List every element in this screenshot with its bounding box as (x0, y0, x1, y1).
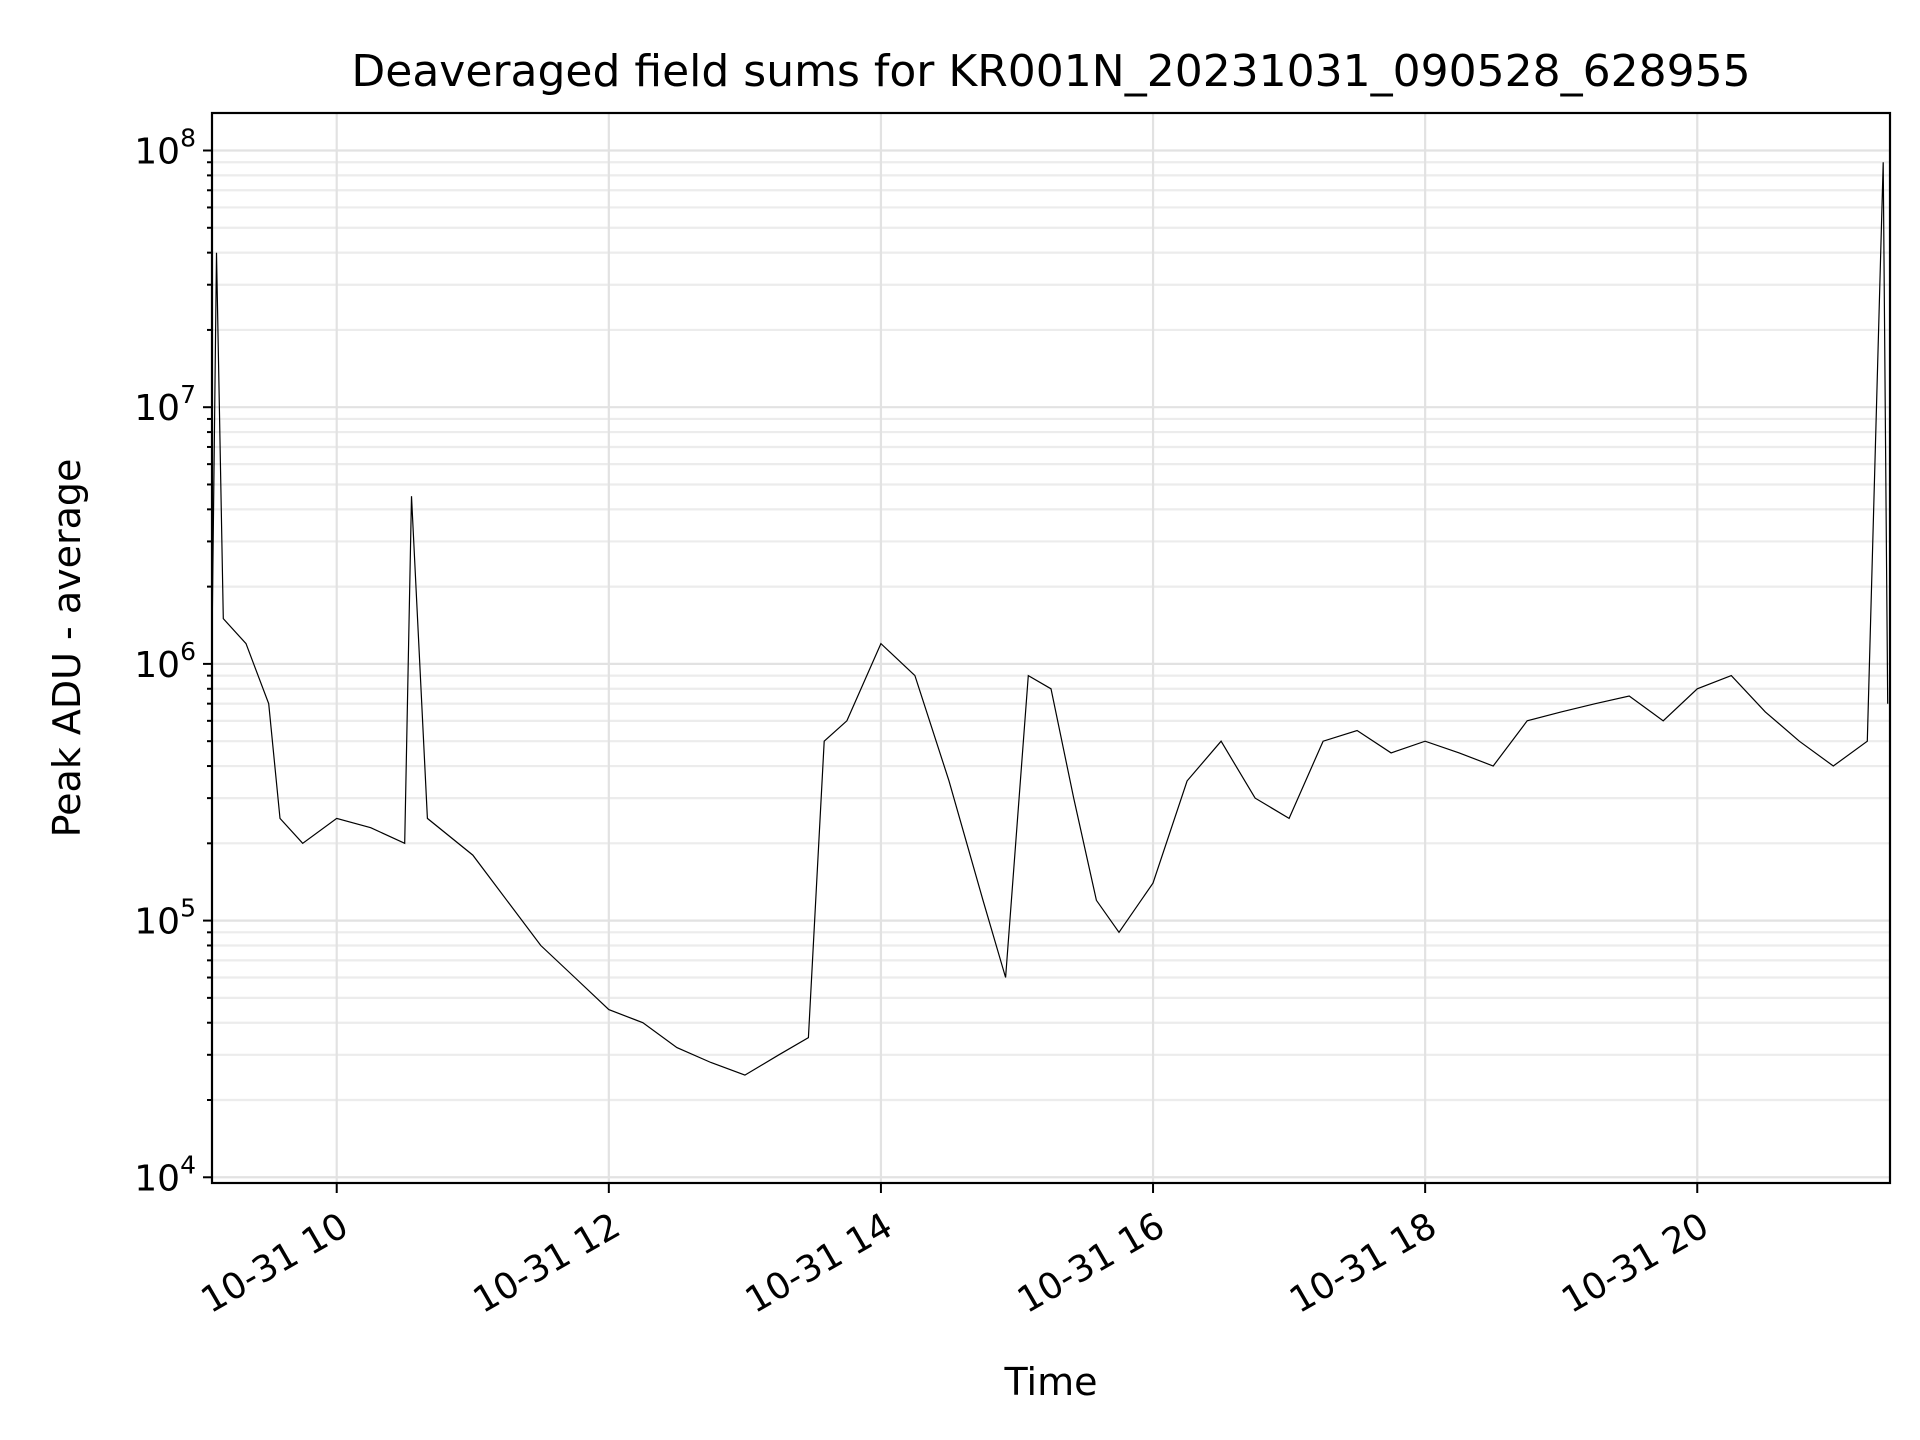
x-axis: 10-31 10 10-31 12 10-31 14 10-31 16 10-31 18… (195, 1183, 1716, 1322)
plot-frame (210, 111, 1892, 1185)
y-tick-label: 107 (134, 380, 196, 429)
x-tick-label: 10-31 12 (467, 1205, 628, 1321)
series-layer (211, 162, 1889, 1076)
y-tick-label: 104 (134, 1150, 196, 1199)
y-tick-label: 106 (134, 637, 196, 686)
y-axis-label: Peak ADU - average (45, 459, 89, 838)
series-line-1 (211, 162, 1889, 1076)
x-tick-label: 10-31 14 (739, 1205, 900, 1321)
x-tick-label: 10-31 20 (1555, 1205, 1716, 1321)
chart-title: Deaveraged field sums for KR001N_2023103… (351, 46, 1750, 97)
grid-layer (212, 113, 1890, 1183)
y-tick-label: 108 (134, 124, 196, 173)
x-tick-label: 10-31 18 (1283, 1205, 1444, 1321)
x-tick-label: 10-31 16 (1011, 1205, 1172, 1321)
y-axis: 104 105 106 107 108 (134, 124, 212, 1199)
y-tick-label: 105 (134, 894, 196, 943)
x-axis-label: Time (1004, 1360, 1098, 1404)
x-tick-label: 10-31 10 (195, 1205, 356, 1321)
